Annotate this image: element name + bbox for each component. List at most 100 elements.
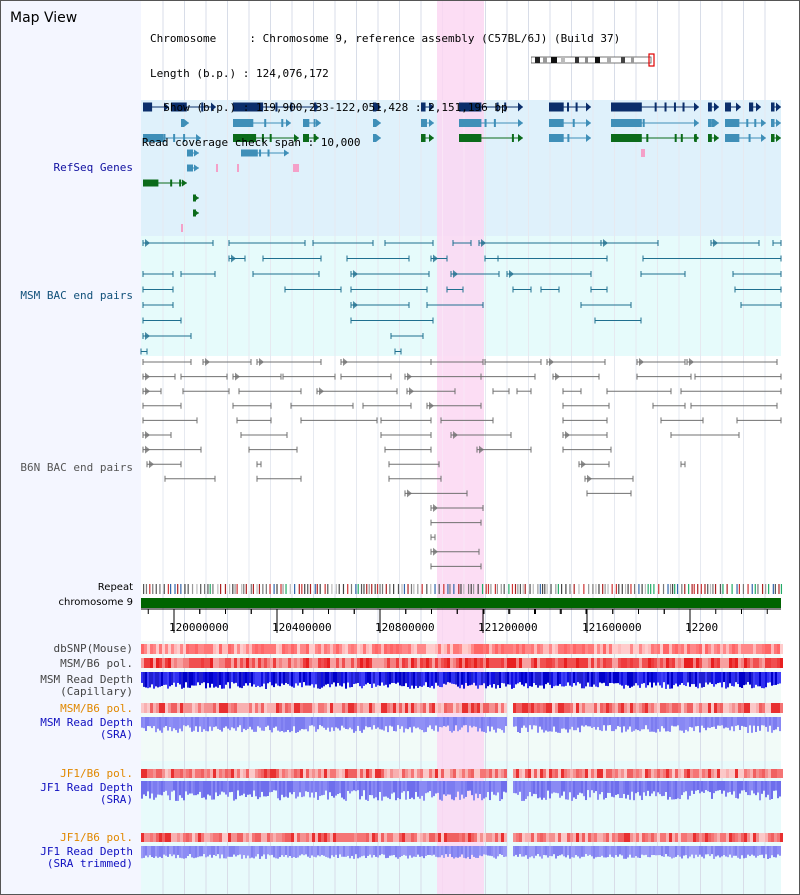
msm-depth-sra-bar (349, 717, 351, 728)
dbsnp-cell (363, 644, 366, 654)
msm-depth-capillary-bar (659, 672, 661, 686)
msm-b6-pol-sra-cell (228, 703, 231, 713)
jf1-depth-trim-bar (201, 846, 203, 857)
msm-depth-sra-bar (567, 717, 569, 733)
msm-b6-pol-sra-cell (567, 703, 570, 713)
msm-b6-pol-cell (504, 658, 507, 668)
msm-depth-capillary-bar (175, 672, 177, 687)
msm-depth-sra-bar (597, 717, 599, 728)
msm-b6-pol-cell (753, 658, 756, 668)
gene-exon (147, 134, 149, 142)
msm-depth-capillary-bar (745, 672, 747, 685)
gene-exon (275, 102, 278, 112)
jf1-depth-sra-bar (473, 781, 475, 801)
jf1-b6-pol-trim-cell (726, 833, 729, 842)
msm-b6-pol-cell (750, 658, 753, 668)
msm-depth-sra-bar (757, 717, 759, 727)
gene-exon (281, 119, 284, 127)
jf1-b6-pol-cell (354, 769, 357, 778)
msm-b6-pol-cell (186, 658, 189, 668)
msm-depth-sra-bar (589, 717, 591, 727)
jf1-depth-trim-bar (251, 846, 253, 858)
repeat-element (641, 584, 643, 594)
msm-b6-pol-cell (579, 658, 582, 668)
msm-depth-capillary-bar (199, 672, 201, 686)
jf1-b6-pol-trim-cell (456, 833, 459, 842)
msm-depth-capillary-bar (217, 672, 219, 688)
gene-arrow (776, 134, 781, 142)
jf1-depth-trim-bar (479, 846, 481, 856)
gene-arrow (761, 134, 766, 142)
jf1-depth-trim-bar (141, 846, 143, 859)
msm-depth-sra-bar (201, 717, 203, 732)
msm-depth-sra-bar (395, 717, 397, 732)
msm-b6-pol-cell (555, 658, 558, 668)
dbsnp-cell (423, 644, 426, 654)
jf1-b6-pol-cell (609, 769, 612, 778)
msm-b6-pol-cell (498, 658, 501, 668)
jf1-depth-sra-bar (603, 781, 605, 800)
dbsnp-cell (345, 644, 348, 654)
dbsnp-cell (357, 644, 360, 654)
msm-b6-pol-cell (171, 658, 174, 668)
msm-depth-capillary-bar (639, 672, 641, 688)
msm-depth-capillary-bar (387, 672, 389, 688)
msm-b6-pol-cell (270, 658, 273, 668)
msm-depth-capillary-bar (445, 672, 447, 685)
jf1-depth-trim-bar (325, 846, 327, 857)
msm-depth-capillary-bar (277, 672, 279, 686)
jf1-depth-trim-bar (513, 846, 515, 857)
jf1-depth-sra-bar (629, 781, 631, 800)
msm-b6-pol-cell (255, 658, 258, 668)
dbsnp-cell (504, 644, 507, 654)
jf1-b6-pol-trim-cell (207, 833, 210, 842)
jf1-depth-trim-bar (685, 846, 687, 856)
gene-exon (191, 164, 193, 172)
msm-b6-pol-sra-cell (768, 703, 771, 713)
jf1-b6-pol-cell (333, 769, 336, 778)
msm-b6-pol-sra-cell (324, 703, 327, 713)
msm-depth-capillary-bar (269, 672, 271, 683)
msm-depth-sra-bar (377, 717, 379, 728)
jf1-depth-sra-bar (283, 781, 285, 798)
msm-b6-pol-sra-cell (762, 703, 765, 713)
dbsnp-cell (375, 644, 378, 654)
msm-depth-capillary-bar (187, 672, 189, 688)
jf1-depth-sra-bar (705, 781, 707, 791)
gene-exon (143, 102, 153, 112)
msm-depth-sra-bar (153, 717, 155, 727)
jf1-b6-pol-trim-cell (774, 833, 777, 842)
jf1-depth-sra-bar (539, 781, 541, 798)
dbsnp-cell (546, 644, 549, 654)
msm-b6-pol-sra-cell (342, 703, 345, 713)
chromosome-ideogram[interactable] (531, 53, 656, 67)
jf1-depth-trim-bar (163, 846, 165, 855)
axis-tick-label: 120800000 (375, 621, 435, 634)
msm-b6-pol-cell (513, 658, 516, 668)
jf1-depth-sra-bar (261, 781, 263, 792)
msm-depth-capillary-bar (241, 672, 243, 689)
jf1-depth-sra-bar (527, 781, 529, 797)
gene-exon (771, 119, 775, 127)
msm-depth-sra-bar (241, 717, 243, 733)
msm-b6-pol-sra-cell (735, 703, 738, 713)
dbsnp-cell (336, 644, 339, 654)
msm-b6-pol-cell (426, 658, 429, 668)
jf1-depth-sra-bar (259, 781, 261, 798)
jf1-b6-pol-trim-cell (150, 833, 153, 842)
jf1-depth-trim-bar (651, 846, 653, 856)
repeat-element (751, 584, 753, 594)
dbsnp-cell (306, 644, 309, 654)
msm-b6-pol-sra-cell (624, 703, 627, 713)
dbsnp-cell (396, 644, 399, 654)
msm-b6-pol-sra-cell (534, 703, 537, 713)
jf1-b6-pol-trim-cell (378, 833, 381, 842)
repeat-element (707, 584, 709, 594)
jf1-depth-trim-bar (311, 846, 313, 856)
jf1-depth-sra-bar (203, 781, 205, 798)
jf1-depth-trim-bar (731, 846, 733, 858)
jf1-depth-sra-bar (635, 781, 637, 794)
jf1-b6-pol-cell (348, 769, 351, 778)
jf1-b6-pol-trim-cell (375, 833, 378, 842)
